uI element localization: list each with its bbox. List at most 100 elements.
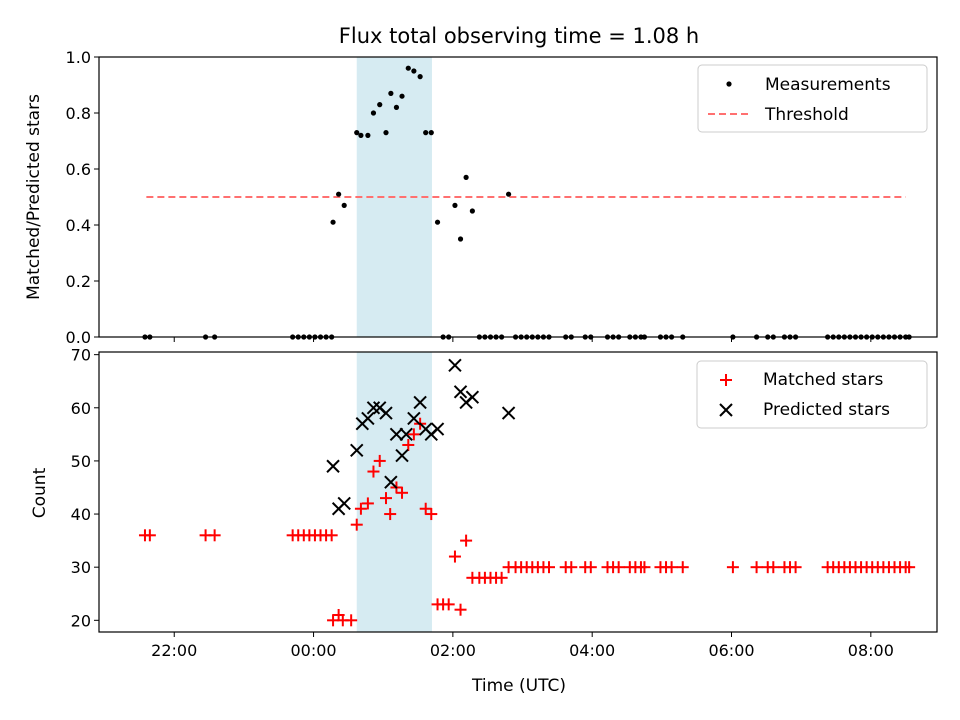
legend-matched-marker [720,374,732,386]
matched-star-point [750,561,763,574]
bottom-y-tick-label: 60 [71,399,91,418]
bottom-y-tick-label: 70 [71,346,91,365]
top-y-tick-label: 0.4 [66,216,91,235]
top-y-label: Matched/Predicted stars [24,94,44,300]
top-x-axis [173,337,872,342]
measurement-point [423,130,429,136]
matched-star-point [354,502,367,515]
measurement-point [405,65,411,71]
matched-star-point [789,561,802,574]
predicted-star-point [326,459,340,473]
measurement-point [341,202,347,208]
top-marks [142,65,912,340]
measurement-point [399,93,405,99]
matched-star-point [407,428,420,441]
measurement-point [393,104,400,110]
matched-star-point [638,561,651,574]
matched-star-point [495,571,508,584]
measurement-point [457,236,464,242]
matched-star-point [345,614,358,627]
predicted-star-point [379,406,393,420]
legend-measurements-label: Measurements [765,75,891,95]
bottom-y-tick-label: 40 [71,505,91,524]
top-y-tick-label: 0.8 [66,104,91,123]
measurement-point [358,132,364,138]
measurement-point [377,102,383,108]
matched-star-point [425,508,438,521]
matched-star-point [373,454,386,467]
matched-star-point [676,561,689,574]
top-y-tick-label: 0.0 [66,328,91,347]
measurement-point [505,191,512,197]
measurement-point [336,191,342,197]
top-legend-box [697,64,928,133]
measurement-point [469,208,475,214]
matched-star-point [361,497,374,510]
matched-star-point [419,502,432,515]
x-tick-label: 00:00 [290,641,336,660]
bottom-frame [98,351,938,633]
predicted-star-point [430,422,445,436]
predicted-star-point [399,427,413,442]
top-y-tick-label: 0.2 [66,272,91,291]
matched-star-point [379,492,392,505]
predicted-star-point [448,358,462,372]
chart-title: Flux total observing time = 1.08 h [339,24,699,48]
matched-star-point [448,550,461,563]
matched-star-point [612,561,625,574]
predicted-star-point [501,406,516,420]
predicted-star-point [413,395,427,410]
matched-star-point [367,465,380,478]
measurement-point [411,68,417,74]
measurement-point [452,202,458,208]
legend-threshold-label: Threshold [764,105,849,125]
matched-star-point [665,561,678,574]
matched-star-point [767,561,780,574]
bottom-y-tick-label: 50 [71,452,91,471]
top-y-tick-label: 0.6 [66,160,91,179]
predicted-star-point [407,411,421,426]
predicted-star-point [350,443,364,457]
legend-measurement-marker [726,81,732,87]
bottom-y-label: Count [30,467,50,518]
predicted-star-point [337,496,351,511]
bottom-y-axis: 20 30 40 50 60 70 [71,346,99,630]
predicted-star-point [453,385,468,399]
top-y-tick-label: 1.0 [66,48,91,67]
x-tick-label: 06:00 [708,641,754,660]
matched-star-point [542,561,555,574]
predicted-star-point [389,427,404,442]
measurement-point [463,174,469,180]
x-tick-label: 02:00 [430,641,476,660]
x-tick-label: 08:00 [848,641,894,660]
top-y-axis: 0.0 0.2 0.4 0.6 0.8 1.0 [66,48,99,347]
x-axis-label: Time (UTC) [471,676,566,696]
predicted-star-point [361,411,375,426]
matched-star-point [384,508,397,521]
matched-star-point [584,561,597,574]
measurement-point [365,132,371,138]
legend-matched-label: Matched stars [763,370,883,390]
bottom-panel: 20 30 40 50 60 70 22:00 00:00 02:00 04:00 06:00 08… [30,346,938,696]
predicted-star-point [366,401,381,415]
top-legend: Measurements Threshold [697,64,928,133]
bottom-y-tick-label: 20 [71,611,91,630]
top-frame [98,56,938,338]
matched-star-point [726,561,739,574]
bottom-x-axis: 22:00 00:00 02:00 04:00 06:00 08:00 [151,632,894,660]
measurement-point [370,110,377,116]
measurement-point [330,219,336,225]
matched-star-point [454,603,467,616]
matched-star-point [460,534,473,547]
measurement-point [388,90,394,96]
matched-star-point [396,486,409,499]
bottom-y-tick-label: 30 [71,558,91,577]
matched-star-point [442,598,455,611]
bottom-legend-box [696,360,928,429]
matched-star-point [208,529,221,542]
matched-star-point [325,529,338,542]
top-panel: 0.0 0.2 0.4 0.6 0.8 1.0 Matched/Predicted sta… [24,48,938,347]
measurement-point [417,74,423,80]
measurement-point [383,130,389,136]
